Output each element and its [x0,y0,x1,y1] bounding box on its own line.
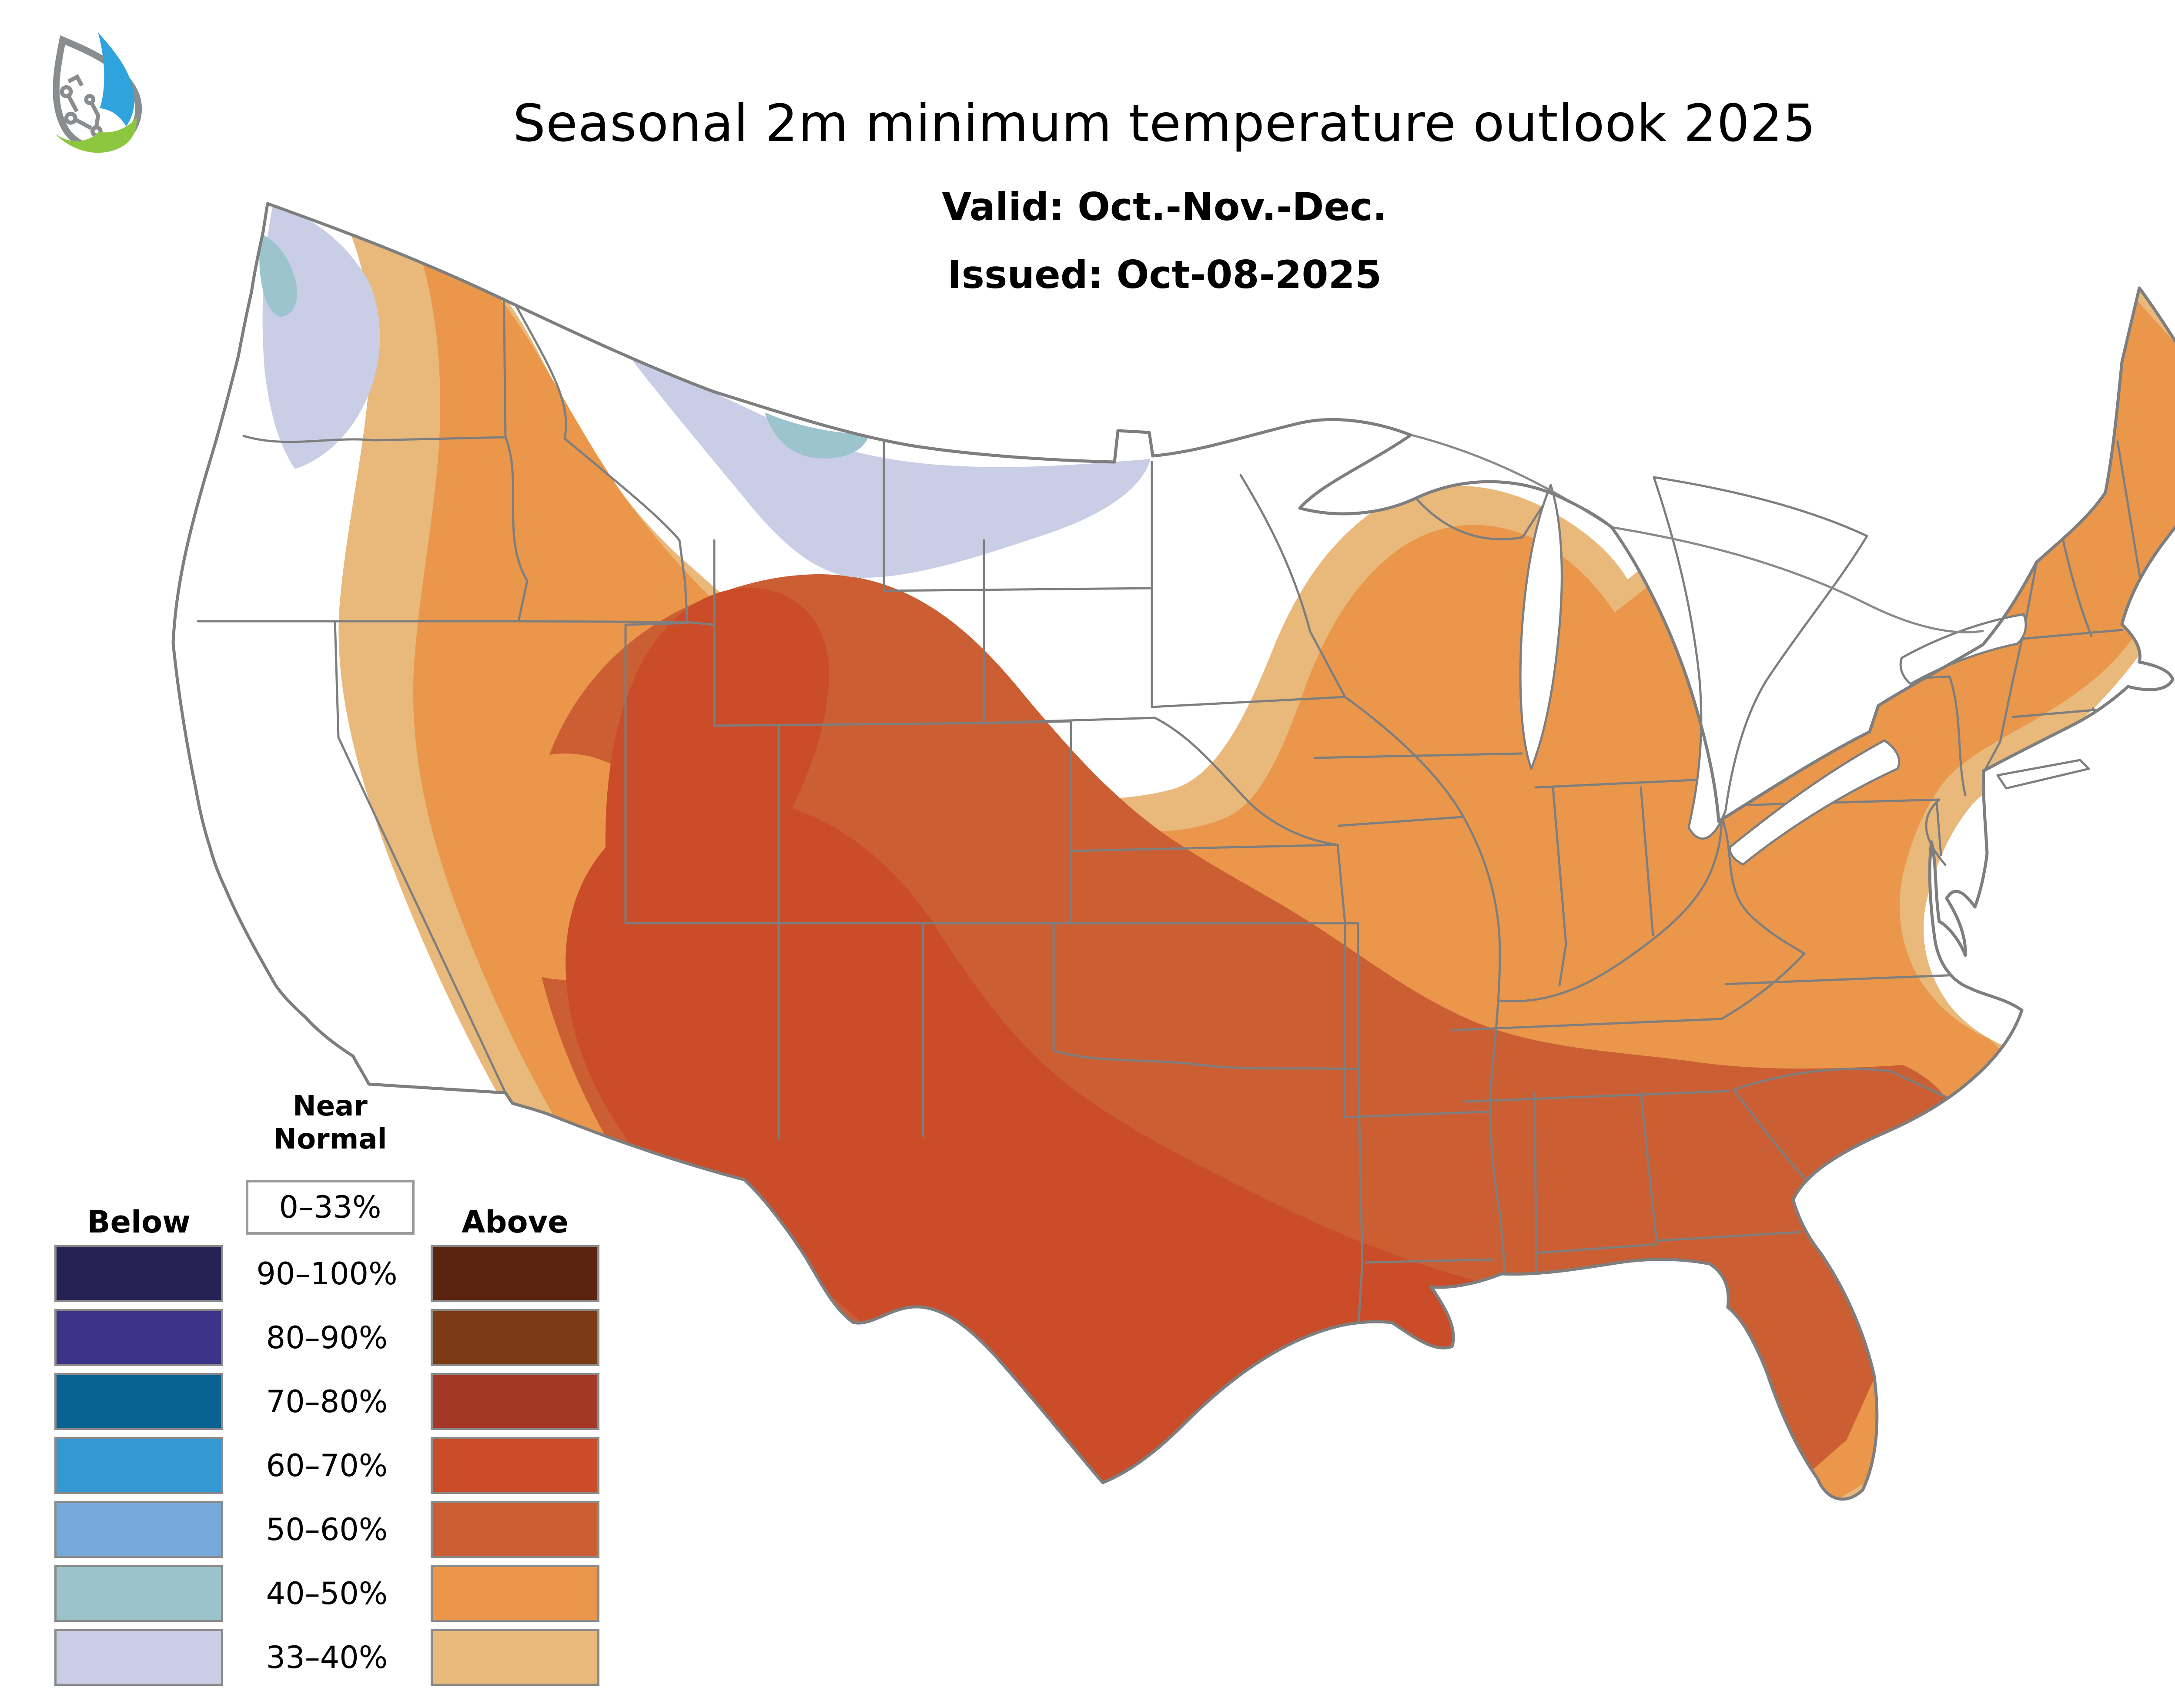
issued-date-label: Issued: Oct-08-2025 [947,252,1382,297]
logo-green-leaf-icon [55,117,137,153]
region-below-33-40-northern-plains [626,352,1151,578]
region-below-40-50-montana [765,412,869,459]
valid-period-label: Valid: Oct.-Nov.-Dec. [942,184,1387,229]
lake-michigan [1519,484,1563,770]
lake-erie [1729,739,1901,866]
long-island [1996,759,2090,790]
us-outline [171,202,2175,1501]
logo-blue-drop-icon [98,32,135,127]
state-borders [197,281,2142,1333]
org-logo [53,32,142,153]
page-title: Seasonal 2m minimum temperature outlook … [513,93,1816,153]
region-below-40-50-olympic [259,234,297,317]
region-below-33-40-ca-spot-1 [182,921,227,971]
